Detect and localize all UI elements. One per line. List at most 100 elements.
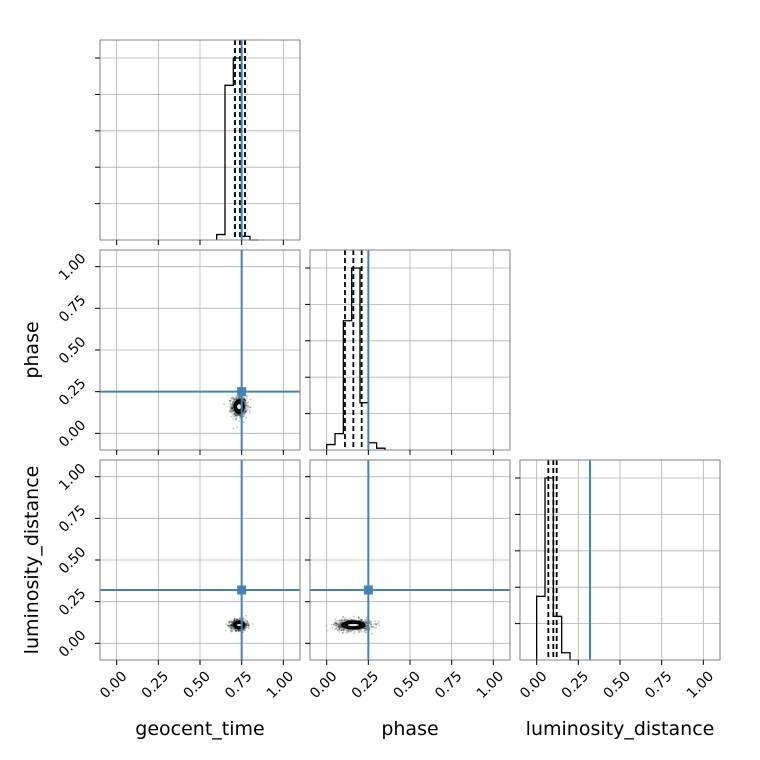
density-region-core: [346, 623, 360, 627]
sample-point: [231, 406, 234, 409]
sample-point: [378, 620, 381, 623]
sample-point: [245, 624, 248, 627]
sample-point: [339, 627, 342, 629]
sample-point: [232, 408, 235, 410]
sample-point: [239, 617, 241, 620]
sample-point: [231, 625, 234, 628]
sample-point: [358, 629, 361, 632]
sample-point: [360, 630, 363, 633]
sample-point: [238, 619, 240, 621]
sample-point: [343, 629, 346, 632]
sample-point: [352, 629, 355, 631]
sample-point: [342, 628, 345, 631]
sample-point: [231, 625, 234, 628]
sample-point: [231, 624, 234, 627]
sample-point: [232, 396, 234, 399]
sample-point: [338, 625, 341, 628]
x-tick-label: 1.00: [474, 668, 507, 701]
sample-point: [245, 397, 248, 400]
sample-point: [231, 627, 234, 630]
sample-point: [345, 629, 347, 632]
sample-point: [346, 632, 349, 634]
sample-point: [244, 409, 247, 412]
sample-point: [335, 623, 338, 625]
sample-point: [237, 413, 240, 416]
sample-point: [244, 410, 247, 413]
sample-point: [243, 399, 246, 402]
sample-point: [341, 631, 344, 634]
sample-point: [228, 405, 231, 408]
sample-point: [231, 625, 234, 628]
density-region-core: [236, 403, 242, 410]
sample-point: [233, 398, 236, 400]
sample-point: [334, 621, 337, 624]
sample-point: [223, 403, 225, 406]
sample-point: [347, 630, 350, 633]
sample-point: [364, 627, 367, 630]
sample-point: [228, 410, 231, 412]
sample-point: [235, 630, 238, 632]
sample-point: [340, 621, 343, 624]
sample-point: [375, 623, 378, 625]
x-tick-label: 0.25: [349, 668, 382, 701]
sample-point: [230, 621, 233, 624]
sample-point: [243, 398, 246, 401]
sample-point: [228, 623, 231, 626]
sample-point: [335, 623, 338, 626]
sample-point: [243, 627, 246, 630]
sample-point: [346, 629, 349, 632]
sample-point: [246, 620, 249, 623]
sample-point: [243, 401, 246, 404]
sample-point: [243, 398, 246, 401]
sample-point: [350, 618, 353, 621]
sample-point: [234, 412, 236, 414]
sample-point: [232, 427, 235, 430]
sample-point: [229, 407, 232, 410]
sample-point: [232, 402, 235, 405]
sample-point: [243, 398, 246, 401]
sample-point: [245, 401, 247, 404]
sample-point: [339, 626, 342, 629]
sample-point: [341, 619, 343, 622]
sample-point: [231, 409, 233, 412]
sample-point: [339, 619, 342, 622]
x-tick-label: 0.75: [642, 668, 675, 701]
sample-point: [243, 413, 246, 415]
sample-point: [339, 621, 341, 624]
sample-point: [228, 625, 231, 628]
sample-point: [231, 624, 234, 627]
sample-point: [237, 628, 240, 631]
x-tick-label: 0.50: [390, 668, 423, 701]
sample-point: [363, 629, 366, 632]
sample-point: [231, 410, 234, 412]
sample-point: [234, 619, 237, 622]
sample-point: [357, 616, 360, 619]
sample-point: [235, 415, 238, 418]
contour-line: [341, 620, 366, 630]
sample-point: [338, 626, 340, 629]
sample-point: [234, 414, 237, 417]
sample-point: [231, 403, 234, 406]
sample-point: [235, 417, 238, 420]
truth-marker: [237, 387, 247, 397]
sample-point: [230, 623, 233, 626]
sample-point: [233, 413, 236, 415]
sample-point: [353, 632, 356, 635]
sample-point: [237, 396, 240, 398]
sample-point: [234, 414, 237, 417]
sample-point: [365, 629, 368, 631]
histogram-step-phase: [326, 267, 386, 450]
sample-point: [233, 620, 235, 623]
x-tick-label: 1.00: [684, 668, 717, 701]
sample-point: [245, 622, 247, 625]
sample-point: [245, 404, 247, 407]
x-tick-label: 0.75: [432, 668, 465, 701]
sample-point: [361, 619, 364, 622]
sample-point: [238, 420, 241, 422]
sample-point: [332, 624, 335, 626]
y-tick-label: 0.00: [56, 627, 89, 660]
sample-point: [236, 628, 239, 631]
sample-point: [249, 398, 252, 401]
sample-point: [245, 622, 248, 625]
sample-point: [333, 623, 336, 625]
